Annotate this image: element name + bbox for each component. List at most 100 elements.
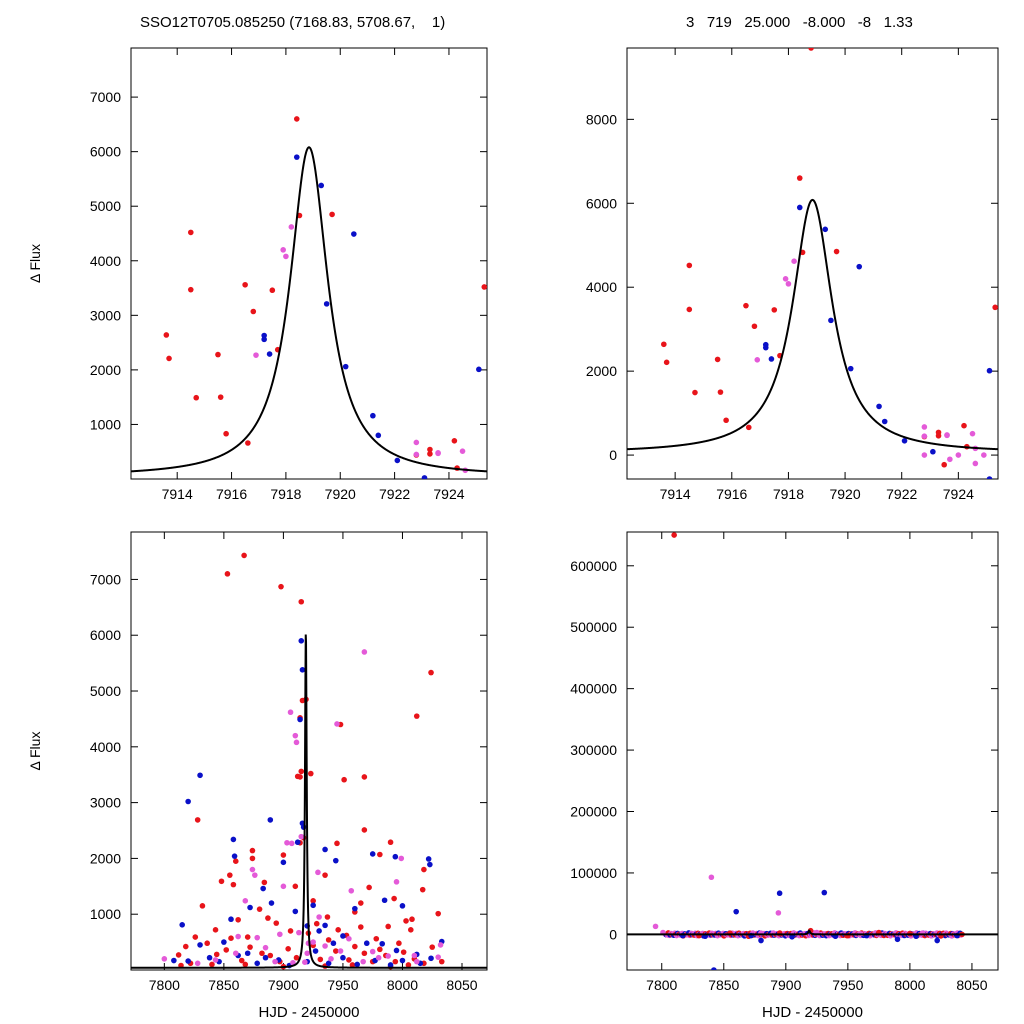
- data-point-red: [400, 949, 407, 955]
- data-point-blue: [822, 226, 829, 233]
- data-point-red: [269, 287, 276, 294]
- y-tick-label: 2000: [90, 850, 121, 866]
- data-point-blue: [332, 857, 339, 864]
- data-point-red: [223, 430, 229, 437]
- data-point-magenta: [315, 869, 321, 876]
- data-point-red: [357, 924, 364, 930]
- data-point-blue: [768, 356, 775, 362]
- data-point-blue: [789, 934, 795, 940]
- data-point-red: [244, 934, 251, 940]
- data-point-red: [187, 229, 194, 236]
- data-point-blue: [375, 432, 382, 439]
- y-tick-label: 1000: [90, 906, 121, 922]
- data-point-magenta: [302, 959, 308, 965]
- data-point-magenta: [459, 448, 466, 454]
- data-point-red: [992, 304, 998, 311]
- data-point-red: [808, 48, 814, 51]
- data-point-red: [429, 944, 436, 950]
- x-tick-label: 7900: [770, 977, 801, 993]
- data-point-magenta: [921, 433, 928, 439]
- data-point-red: [310, 898, 316, 904]
- data-point-blue: [221, 939, 227, 945]
- data-point-red: [661, 341, 667, 348]
- y-tick-label: 100000: [570, 865, 617, 881]
- data-point-magenta: [346, 935, 352, 942]
- data-point-blue: [363, 940, 370, 947]
- data-point-blue: [171, 957, 177, 964]
- data-point-magenta: [413, 439, 420, 446]
- data-point-blue: [711, 967, 717, 970]
- y-tick-label: 600000: [570, 558, 617, 574]
- data-point-blue: [292, 908, 299, 915]
- data-point-red: [352, 943, 358, 950]
- data-point-blue: [299, 667, 306, 673]
- x-tick-label: 7914: [162, 486, 193, 502]
- data-point-blue: [260, 885, 266, 892]
- data-point-red: [361, 827, 368, 833]
- data-point-blue: [318, 182, 325, 189]
- data-point-magenta: [921, 452, 928, 458]
- data-point-red: [377, 851, 383, 858]
- model-fit-curve: [627, 929, 998, 936]
- data-point-magenta: [253, 352, 259, 358]
- plot-frame: [626, 531, 999, 971]
- data-point-magenta: [413, 451, 420, 458]
- plot-frame: [626, 47, 999, 480]
- x-tick-label: 8000: [894, 977, 925, 993]
- y-axis-label: Δ Flux: [27, 244, 43, 283]
- data-point-red: [224, 571, 231, 577]
- data-point-magenta: [249, 866, 256, 873]
- data-point-red: [346, 957, 352, 963]
- data-point-blue: [340, 954, 346, 961]
- data-point-blue: [351, 231, 357, 237]
- data-point-red: [935, 432, 942, 439]
- data-point-red: [745, 424, 752, 431]
- data-point-blue: [381, 897, 388, 904]
- plot-frame: [130, 47, 488, 480]
- data-point-magenta: [212, 957, 219, 963]
- data-point-magenta: [435, 450, 441, 457]
- data-point-magenta: [375, 954, 382, 961]
- data-point-red: [349, 962, 356, 968]
- data-point-red: [385, 923, 391, 930]
- data-point-red: [193, 394, 200, 401]
- data-point-red: [387, 839, 394, 846]
- data-point-red: [663, 359, 670, 366]
- data-point-red: [341, 776, 347, 783]
- data-point-red: [419, 886, 426, 893]
- data-point-blue: [394, 457, 401, 464]
- data-point-red: [175, 952, 182, 958]
- data-point-red: [313, 920, 320, 927]
- y-tick-label: 7000: [90, 89, 121, 105]
- data-point-magenta: [280, 883, 287, 890]
- data-point-red: [743, 302, 749, 309]
- data-point-magenta: [754, 357, 761, 363]
- y-tick-label: 8000: [586, 111, 617, 127]
- data-point-magenta: [287, 709, 294, 716]
- y-tick-label: 3000: [90, 795, 121, 811]
- data-point-red: [187, 286, 194, 293]
- data-point-blue: [399, 957, 406, 964]
- data-point-magenta: [708, 874, 715, 881]
- y-tick-label: 2000: [586, 363, 617, 379]
- y-tick-label: 500000: [570, 619, 617, 635]
- data-point-magenta: [947, 456, 953, 463]
- data-point-red: [194, 817, 201, 823]
- data-point-blue: [323, 301, 330, 307]
- data-point-red: [322, 872, 328, 878]
- data-point-red: [238, 957, 245, 964]
- panel-bottom-left-season: 1000 2000 3000 4000 5000 6000 7000 7800 7850 7900…: [27, 531, 488, 1021]
- data-point-magenta: [337, 948, 344, 954]
- y-tick-label: 5000: [90, 198, 121, 214]
- y-tick-label: 200000: [570, 804, 617, 820]
- data-point-red: [332, 948, 339, 954]
- data-point-blue: [894, 936, 901, 943]
- data-point-red: [217, 394, 224, 400]
- panel-top-left-zoom: 1000 2000 3000 4000 5000 6000 7000 7914 7916 7918…: [27, 47, 488, 502]
- x-tick-label: 7850: [708, 977, 739, 993]
- data-point-red: [235, 916, 241, 923]
- data-point-magenta: [262, 944, 269, 951]
- data-point-blue: [185, 798, 191, 805]
- data-point-magenta: [437, 942, 444, 948]
- data-point-magenta: [283, 253, 289, 260]
